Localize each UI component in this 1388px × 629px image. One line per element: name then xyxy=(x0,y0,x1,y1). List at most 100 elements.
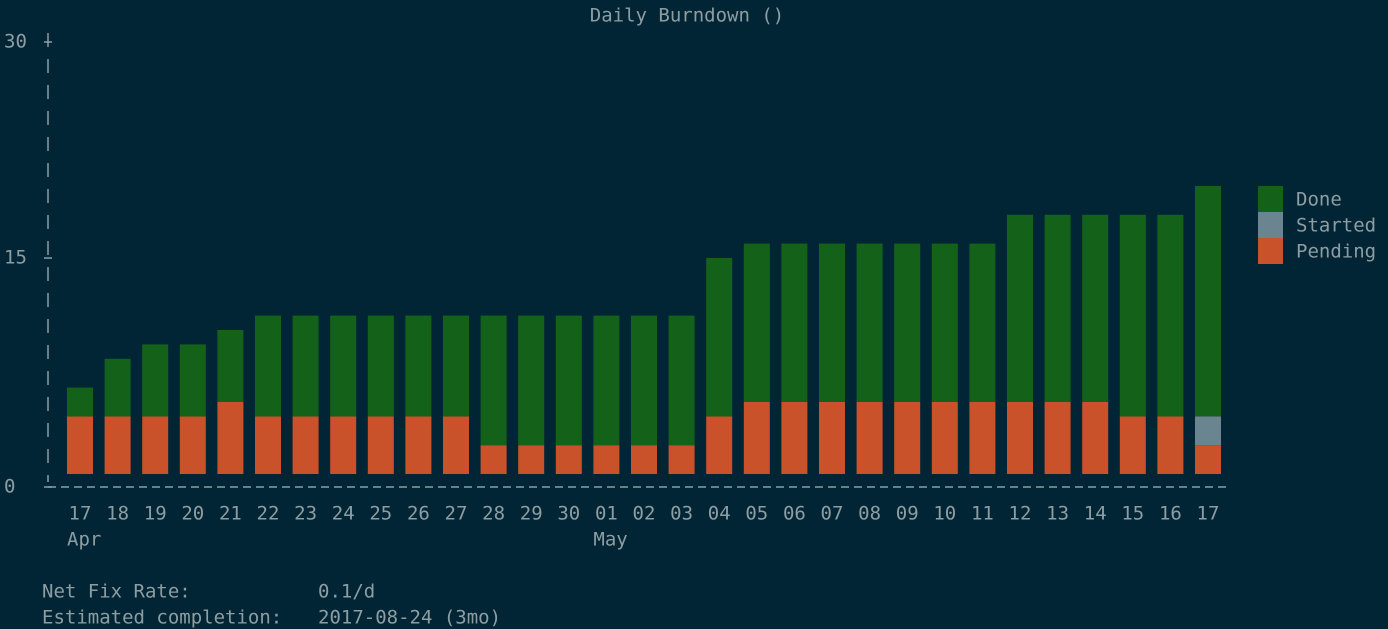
bar-segment xyxy=(179,344,206,417)
bar-segment xyxy=(706,258,733,417)
x-tick-label: 17 xyxy=(1197,503,1220,525)
bar-segment xyxy=(631,315,657,446)
x-tick-label: 24 xyxy=(332,503,355,525)
bar-segment xyxy=(104,416,131,474)
bar-segment xyxy=(179,416,206,474)
bar-segment xyxy=(668,315,695,446)
bar-segment xyxy=(856,402,883,474)
bar-segment xyxy=(330,315,357,417)
x-tick-label: 23 xyxy=(294,503,317,525)
bar-segment xyxy=(969,243,996,402)
y-tick-label: 15 xyxy=(4,247,27,269)
bar-segment xyxy=(104,358,131,417)
x-tick-label: 25 xyxy=(369,503,392,525)
footer-label: Net Fix Rate: xyxy=(42,581,191,603)
bar-segment xyxy=(1044,214,1071,402)
x-tick-label: 03 xyxy=(670,503,693,525)
x-tick-label: 18 xyxy=(106,503,129,525)
x-tick-label: 22 xyxy=(257,503,280,525)
bar-segment xyxy=(555,445,582,474)
bar-segment xyxy=(142,344,169,417)
x-tick-label: 20 xyxy=(181,503,204,525)
bar-segment xyxy=(819,243,845,402)
bar-segment xyxy=(1082,402,1109,474)
bar-segment xyxy=(1195,416,1221,446)
bar-segment xyxy=(1195,186,1221,417)
legend-label: Done xyxy=(1296,189,1342,211)
x-tick-label: 04 xyxy=(708,503,731,525)
bar-segment xyxy=(593,315,620,446)
y-tick-label: 30 xyxy=(4,31,27,53)
bar-segment xyxy=(668,445,695,474)
x-tick-label: 16 xyxy=(1159,503,1182,525)
bar-segment xyxy=(480,445,507,474)
x-tick-label: 13 xyxy=(1046,503,1069,525)
legend-swatch xyxy=(1258,238,1283,264)
bar-segment xyxy=(443,416,469,474)
bar-segment xyxy=(292,315,319,417)
x-tick-label: 11 xyxy=(971,503,994,525)
bar-segment xyxy=(67,416,93,474)
bar-segment xyxy=(1007,214,1033,402)
bar-segment xyxy=(292,416,319,474)
month-label: May xyxy=(593,529,627,551)
x-tick-label: 05 xyxy=(745,503,768,525)
bar-segment xyxy=(518,315,545,446)
x-tick-label: 21 xyxy=(219,503,242,525)
footer-label: Estimated completion: xyxy=(42,607,282,629)
x-tick-label: 26 xyxy=(407,503,430,525)
bar-segment xyxy=(931,402,958,474)
footer-value: 0.1/d xyxy=(318,581,375,603)
bar-segment xyxy=(1195,445,1221,474)
legend-label: Pending xyxy=(1296,241,1376,263)
bar-segment xyxy=(1044,402,1071,474)
bar-segment xyxy=(593,445,620,474)
x-tick-label: 02 xyxy=(633,503,656,525)
bar-segment xyxy=(706,416,733,474)
x-tick-label: 08 xyxy=(858,503,881,525)
x-tick-label: 07 xyxy=(821,503,844,525)
bar-segment xyxy=(894,402,921,474)
bar-segment xyxy=(443,315,469,417)
bar-segment xyxy=(367,416,394,474)
bar-segment xyxy=(1082,214,1109,402)
x-tick-label: 06 xyxy=(783,503,806,525)
legend-label: Started xyxy=(1296,215,1376,237)
x-tick-label: 29 xyxy=(520,503,543,525)
bar-segment xyxy=(217,330,244,402)
bar-segment xyxy=(518,445,545,474)
bar-segment xyxy=(856,243,883,402)
x-tick-label: 01 xyxy=(595,503,618,525)
bar-segment xyxy=(405,416,432,474)
bar-segment xyxy=(67,387,93,417)
x-tick-label: 09 xyxy=(896,503,919,525)
bar-segment xyxy=(217,402,244,474)
x-tick-label: 10 xyxy=(933,503,956,525)
bar-segment xyxy=(781,402,808,474)
x-tick-label: 12 xyxy=(1009,503,1032,525)
x-tick-label: 15 xyxy=(1121,503,1144,525)
bar-segment xyxy=(255,416,281,474)
bar-segment xyxy=(969,402,996,474)
x-tick-label: 30 xyxy=(557,503,580,525)
legend-swatch xyxy=(1258,186,1283,212)
y-tick-label: 0 xyxy=(4,476,15,498)
x-tick-label: 17 xyxy=(69,503,92,525)
bar-segment xyxy=(1157,214,1184,417)
bar-segment xyxy=(931,243,958,402)
bar-segment xyxy=(405,315,432,417)
bar-segment xyxy=(819,402,845,474)
chart-title: Daily Burndown () xyxy=(590,5,784,27)
x-tick-label: 14 xyxy=(1084,503,1107,525)
x-tick-label: 19 xyxy=(144,503,167,525)
bar-segment xyxy=(631,445,657,474)
bar-segment xyxy=(1119,214,1146,417)
bar-segment xyxy=(142,416,169,474)
bar-segment xyxy=(1157,416,1184,474)
bar-segment xyxy=(367,315,394,417)
bar-segment xyxy=(555,315,582,446)
bar-segment xyxy=(255,315,281,417)
x-tick-label: 28 xyxy=(482,503,505,525)
bar-segment xyxy=(1119,416,1146,474)
